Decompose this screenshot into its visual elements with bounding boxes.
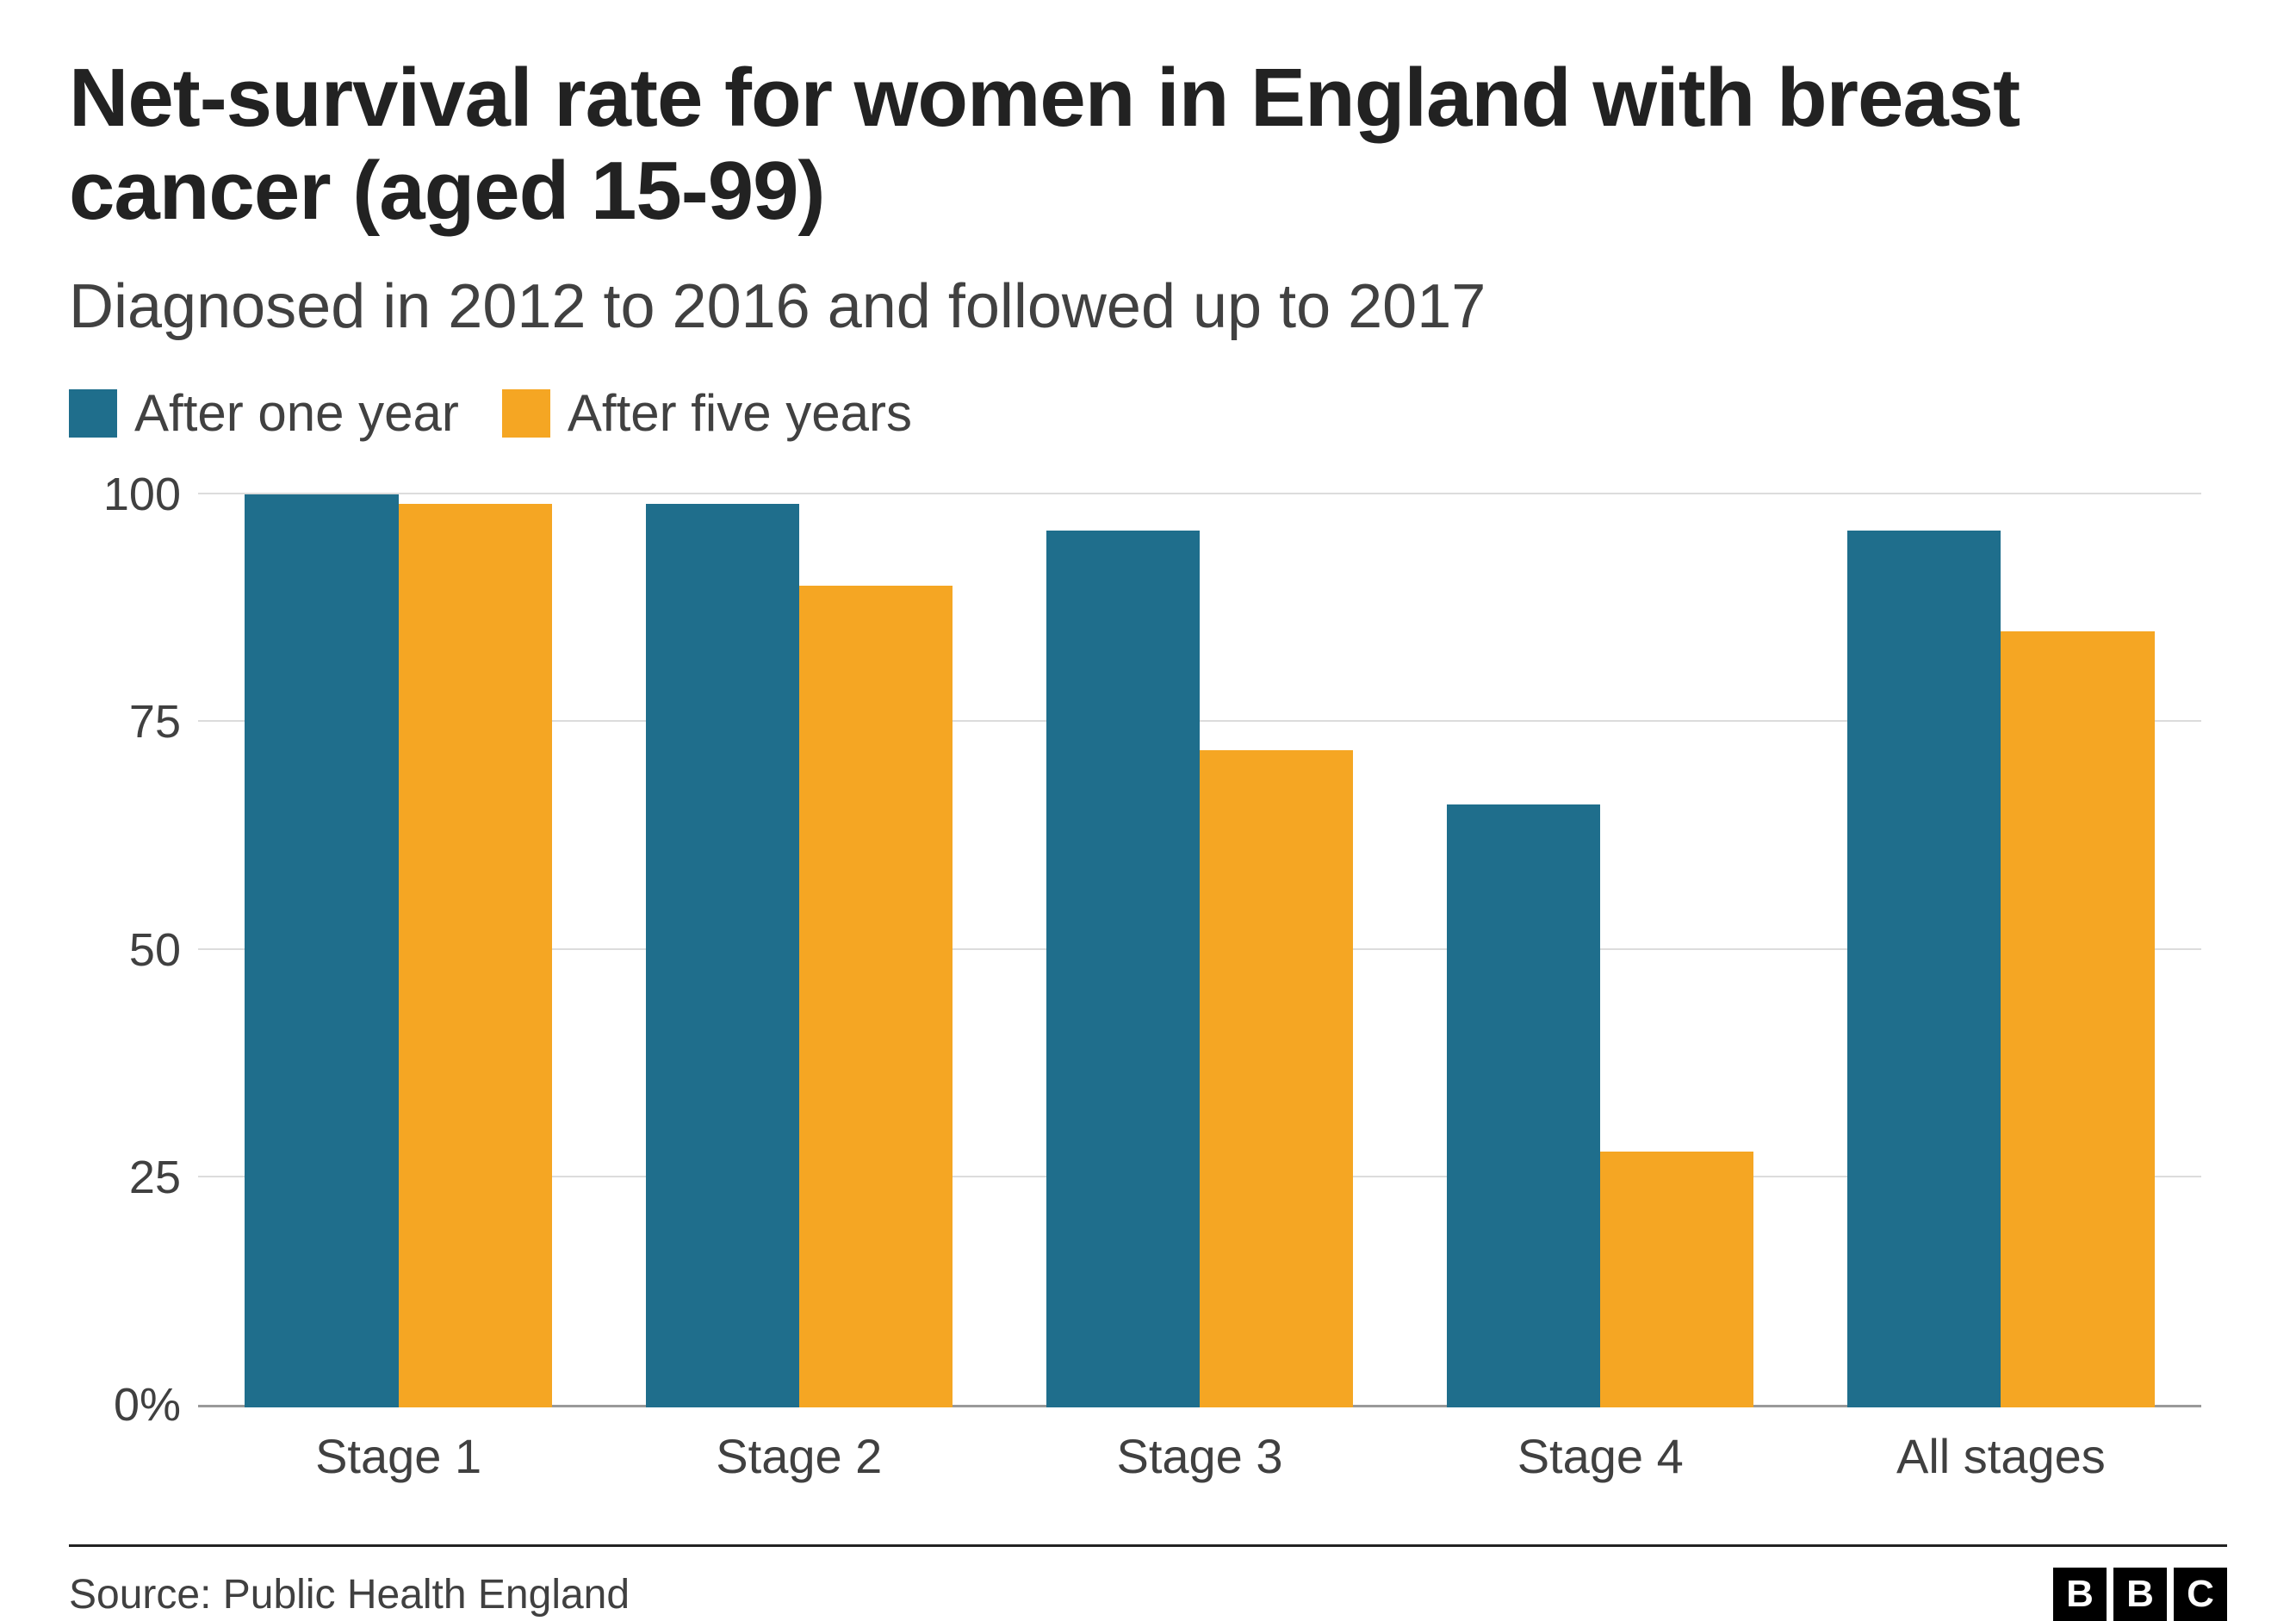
legend-label: After five years: [568, 383, 912, 443]
x-axis-labels: Stage 1Stage 2Stage 3Stage 4All stages: [198, 1428, 2201, 1484]
bar: [1447, 804, 1600, 1407]
logo-letter: B: [2053, 1568, 2107, 1621]
y-axis-label: 0%: [60, 1378, 181, 1432]
bar: [1046, 531, 1200, 1407]
bar: [1200, 750, 1353, 1407]
bar: [646, 504, 799, 1407]
chart-subtitle: Diagnosed in 2012 to 2016 and followed u…: [69, 271, 2227, 342]
chart-title: Net-survival rate for women in England w…: [69, 52, 2227, 237]
y-axis-label: 75: [60, 695, 181, 748]
legend: After one year After five years: [69, 383, 2227, 443]
chart-footer: Source: Public Health England BBC: [69, 1544, 2227, 1621]
y-axis-label: 25: [60, 1151, 181, 1204]
x-axis-label: Stage 2: [599, 1428, 999, 1484]
bar: [245, 494, 398, 1407]
bar: [1600, 1152, 1753, 1407]
bar: [2001, 631, 2154, 1407]
x-axis-label: Stage 4: [1400, 1428, 1801, 1484]
source-text: Source: Public Health England: [69, 1571, 630, 1618]
y-axis-label: 50: [60, 923, 181, 977]
legend-item: After one year: [69, 383, 459, 443]
bar-group: [1801, 494, 2201, 1407]
legend-label: After one year: [134, 383, 459, 443]
y-axis-label: 100: [60, 468, 181, 521]
bar-group: [599, 494, 999, 1407]
chart-plot-area: 0%255075100: [198, 494, 2201, 1407]
logo-letter: C: [2174, 1568, 2227, 1621]
legend-item: After five years: [502, 383, 912, 443]
x-axis-label: All stages: [1801, 1428, 2201, 1484]
logo-letter: B: [2113, 1568, 2167, 1621]
bar-group: [1400, 494, 1801, 1407]
bar: [399, 504, 552, 1407]
bar: [799, 586, 953, 1407]
legend-swatch: [69, 389, 117, 438]
x-axis-label: Stage 3: [999, 1428, 1399, 1484]
legend-swatch: [502, 389, 550, 438]
bar-group: [198, 494, 599, 1407]
bbc-logo: BBC: [2053, 1568, 2227, 1621]
bar: [1847, 531, 2001, 1407]
x-axis-label: Stage 1: [198, 1428, 599, 1484]
bar-group: [999, 494, 1399, 1407]
